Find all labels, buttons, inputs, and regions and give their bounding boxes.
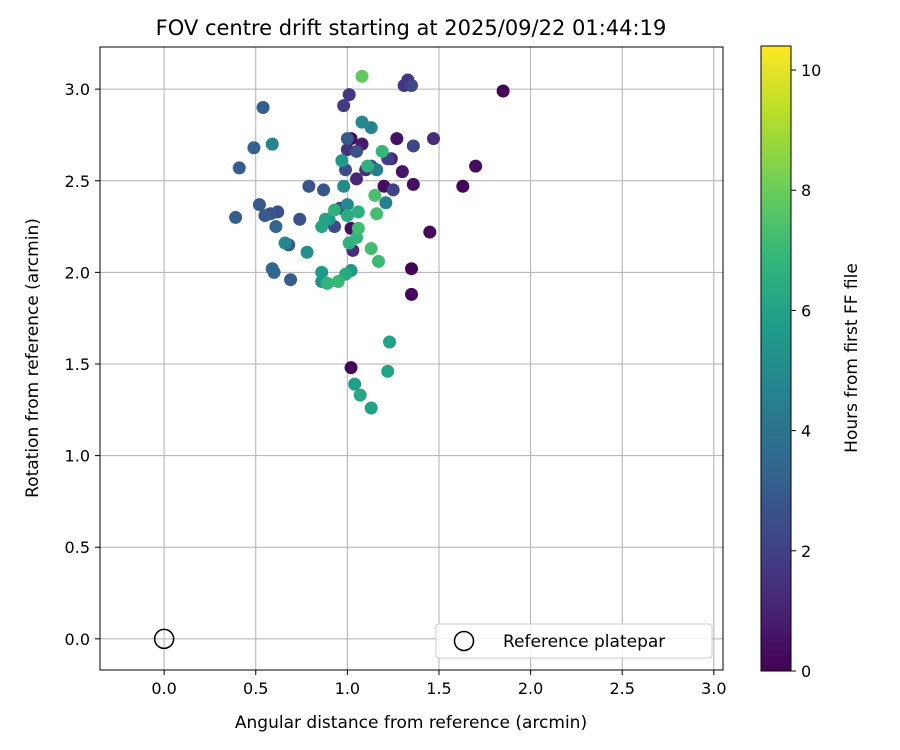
x-tick-label: 2.5 [609, 679, 634, 698]
scatter-point [423, 225, 437, 239]
scatter-point [337, 179, 351, 193]
scatter-point [331, 275, 345, 289]
y-axis-title: Rotation from reference (arcmin) [23, 218, 43, 498]
scatter-point [406, 177, 420, 191]
y-tick-label: 3.0 [65, 80, 90, 99]
y-axis-ticks: 0.0 0.5 1.0 1.5 2.0 2.5 3.0 [65, 80, 100, 649]
scatter-point [247, 141, 261, 155]
x-tick-label: 3.0 [701, 679, 726, 698]
legend-label: Reference platepar [503, 632, 665, 652]
x-tick-label: 1.5 [426, 679, 451, 698]
y-tick-label: 1.0 [65, 447, 90, 466]
scatter-point [335, 154, 349, 168]
scatter-point [278, 236, 292, 250]
colorbar-ticks: 0 2 4 6 8 10 [791, 61, 821, 681]
scatter-point [364, 401, 378, 415]
scatter-point [426, 132, 440, 146]
scatter-point [229, 210, 243, 224]
scatter-point [351, 221, 365, 235]
scatter-point [252, 198, 266, 212]
colorbar-tick-label: 2 [801, 542, 811, 561]
scatter-point [351, 205, 365, 219]
plot-frame [99, 46, 724, 671]
scatter-point [405, 287, 418, 301]
scatter-point [368, 188, 382, 202]
scatter-point [350, 172, 364, 186]
scatter-point [340, 209, 354, 223]
scatter-points [229, 69, 510, 415]
y-tick-label: 2.0 [65, 263, 90, 282]
scatter-point [315, 265, 329, 279]
scatter-point [456, 179, 470, 193]
scatter-point [317, 183, 331, 197]
scatter-point [390, 132, 404, 146]
y-tick-label: 0.5 [65, 538, 90, 557]
x-axis-title: Angular distance from reference (arcmin) [235, 713, 587, 733]
x-axis-ticks: 0.0 0.5 1.0 1.5 2.0 2.5 3.0 [151, 670, 727, 698]
scatter-point [340, 198, 354, 212]
scatter-point [348, 377, 362, 391]
scatter-point [232, 161, 246, 175]
reference-point-marker [153, 628, 175, 650]
scatter-point [342, 88, 356, 102]
colorbar-tick-label: 4 [801, 422, 811, 441]
legend: Reference platepar [435, 623, 713, 659]
scatter-point [258, 209, 272, 223]
scatter-point [265, 137, 279, 151]
scatter-point [315, 220, 329, 234]
legend-marker [453, 630, 475, 652]
scatter-point [269, 220, 283, 234]
x-tick-label: 0.5 [243, 679, 268, 698]
scatter-point [364, 121, 378, 135]
colorbar-tick-label: 10 [801, 61, 821, 80]
chart-title: FOV centre drift starting at 2025/09/22 … [156, 16, 667, 40]
scatter-point [372, 254, 386, 268]
scatter-point [379, 196, 393, 210]
scatter-point [405, 262, 418, 276]
scatter-point [337, 99, 351, 113]
scatter-point [496, 84, 510, 98]
scatter-point [375, 144, 389, 158]
colorbar-title: Hours from first FF file [842, 263, 862, 453]
horizontal-gridlines [100, 88, 723, 640]
scatter-point [328, 203, 342, 217]
scatter-point [350, 144, 364, 158]
scatter-point [355, 69, 369, 83]
scatter-point [344, 361, 358, 375]
colorbar-tick-label: 0 [801, 662, 811, 681]
y-tick-label: 2.5 [65, 172, 90, 191]
scatter-point [381, 364, 395, 378]
scatter-point [406, 139, 420, 153]
legend-box [435, 623, 713, 659]
x-tick-label: 2.0 [518, 679, 543, 698]
scatter-point [293, 212, 307, 226]
colorbar-tick-label: 8 [801, 181, 811, 200]
x-tick-label: 1.0 [335, 679, 360, 698]
scatter-point [320, 276, 334, 290]
y-tick-label: 1.5 [65, 355, 90, 374]
scatter-point [284, 273, 298, 287]
scatter-point [302, 179, 316, 193]
scatter-point [386, 183, 400, 197]
scatter-point [256, 100, 270, 114]
scatter-point [353, 388, 367, 402]
scatter-point [469, 159, 483, 173]
scatter-point [370, 207, 384, 221]
x-tick-label: 0.0 [151, 679, 176, 698]
scatter-point [361, 159, 375, 173]
colorbar-gradient [760, 45, 792, 672]
colorbar-tick-label: 6 [801, 301, 811, 320]
y-tick-label: 0.0 [65, 630, 90, 649]
scatter-point [300, 245, 314, 259]
scatter-point [265, 262, 279, 276]
scatter-point [383, 335, 397, 349]
scatter-point [364, 242, 378, 256]
scatter-point [340, 132, 354, 146]
colorbar: 0 2 4 6 8 10 Hours from first FF file [760, 45, 862, 681]
scatter-point [405, 78, 418, 92]
scatter-point [395, 165, 409, 179]
